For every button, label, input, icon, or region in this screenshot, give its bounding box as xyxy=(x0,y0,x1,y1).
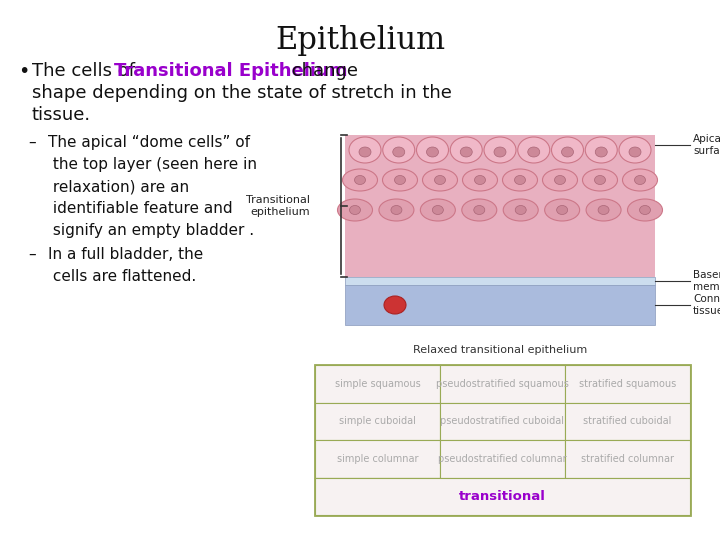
Ellipse shape xyxy=(544,199,580,221)
Ellipse shape xyxy=(474,206,485,214)
Ellipse shape xyxy=(562,147,574,157)
Bar xyxy=(565,402,690,440)
Text: simple cuboidal: simple cuboidal xyxy=(339,416,416,426)
Text: signify an empty bladder .: signify an empty bladder . xyxy=(48,223,254,238)
Text: The apical “dome cells” of: The apical “dome cells” of xyxy=(48,135,250,150)
Ellipse shape xyxy=(623,169,657,191)
Ellipse shape xyxy=(338,199,372,221)
Ellipse shape xyxy=(554,176,565,185)
Bar xyxy=(565,365,690,402)
Text: Transitional Epithelium: Transitional Epithelium xyxy=(114,62,348,80)
Text: Apical
surface: Apical surface xyxy=(693,134,720,156)
Ellipse shape xyxy=(557,206,567,214)
Text: In a full bladder, the: In a full bladder, the xyxy=(48,247,203,262)
Text: change: change xyxy=(286,62,358,80)
Ellipse shape xyxy=(462,169,498,191)
Ellipse shape xyxy=(384,296,406,314)
Ellipse shape xyxy=(474,176,485,185)
Ellipse shape xyxy=(595,147,607,157)
Ellipse shape xyxy=(343,169,377,191)
Text: cells are flattened.: cells are flattened. xyxy=(48,269,197,284)
Ellipse shape xyxy=(503,169,538,191)
Bar xyxy=(565,440,690,477)
Ellipse shape xyxy=(494,147,506,157)
Ellipse shape xyxy=(585,137,617,163)
Ellipse shape xyxy=(349,206,361,214)
Ellipse shape xyxy=(628,199,662,221)
Text: relaxation) are an: relaxation) are an xyxy=(48,179,189,194)
Ellipse shape xyxy=(528,147,540,157)
Text: simple squamous: simple squamous xyxy=(335,379,420,389)
Bar xyxy=(440,402,565,440)
Text: shape depending on the state of stretch in the: shape depending on the state of stretch … xyxy=(32,84,452,102)
Ellipse shape xyxy=(629,147,641,157)
Text: pseudostratified cuboidal: pseudostratified cuboidal xyxy=(441,416,564,426)
Ellipse shape xyxy=(586,199,621,221)
Text: stratified squamous: stratified squamous xyxy=(579,379,676,389)
Ellipse shape xyxy=(416,137,449,163)
Bar xyxy=(345,135,655,277)
Ellipse shape xyxy=(450,137,482,163)
Ellipse shape xyxy=(619,137,651,163)
Ellipse shape xyxy=(383,137,415,163)
Ellipse shape xyxy=(354,176,366,185)
Text: pseudostratified columnar: pseudostratified columnar xyxy=(438,454,567,464)
Bar xyxy=(315,365,440,402)
Bar xyxy=(315,365,690,515)
Bar xyxy=(345,277,655,285)
Text: stratified columnar: stratified columnar xyxy=(581,454,674,464)
Text: –: – xyxy=(28,135,35,150)
Text: Transitional
epithelium: Transitional epithelium xyxy=(246,195,310,217)
Ellipse shape xyxy=(503,199,539,221)
Bar xyxy=(315,105,685,340)
Ellipse shape xyxy=(460,147,472,157)
Text: –: – xyxy=(28,247,35,262)
Ellipse shape xyxy=(515,176,526,185)
Text: Basement
membrane: Basement membrane xyxy=(693,270,720,292)
Ellipse shape xyxy=(434,176,446,185)
Ellipse shape xyxy=(634,176,646,185)
Ellipse shape xyxy=(426,147,438,157)
Bar xyxy=(440,365,565,402)
Ellipse shape xyxy=(379,199,414,221)
Ellipse shape xyxy=(582,169,618,191)
Ellipse shape xyxy=(484,137,516,163)
Bar xyxy=(315,477,440,515)
Ellipse shape xyxy=(349,137,381,163)
Ellipse shape xyxy=(462,199,497,221)
Ellipse shape xyxy=(542,169,577,191)
Text: the top layer (seen here in: the top layer (seen here in xyxy=(48,157,257,172)
Text: transitional: transitional xyxy=(459,490,546,503)
Ellipse shape xyxy=(359,147,371,157)
Ellipse shape xyxy=(395,176,405,185)
Text: Epithelium: Epithelium xyxy=(275,25,445,56)
Text: identifiable feature and: identifiable feature and xyxy=(48,201,233,216)
Ellipse shape xyxy=(598,206,609,214)
Ellipse shape xyxy=(516,206,526,214)
Ellipse shape xyxy=(420,199,455,221)
Ellipse shape xyxy=(423,169,457,191)
Ellipse shape xyxy=(391,206,402,214)
Ellipse shape xyxy=(518,137,550,163)
Ellipse shape xyxy=(392,147,405,157)
Text: Connective
tissue: Connective tissue xyxy=(693,294,720,316)
Ellipse shape xyxy=(595,176,606,185)
Bar xyxy=(315,477,690,515)
Text: •: • xyxy=(18,62,30,81)
Bar xyxy=(315,440,440,477)
Ellipse shape xyxy=(552,137,583,163)
Ellipse shape xyxy=(639,206,650,214)
Bar xyxy=(315,402,440,440)
Text: tissue.: tissue. xyxy=(32,106,91,124)
Ellipse shape xyxy=(432,206,444,214)
Text: simple columnar: simple columnar xyxy=(337,454,418,464)
Bar xyxy=(345,285,655,325)
Ellipse shape xyxy=(382,169,418,191)
Text: pseudostratified squamous: pseudostratified squamous xyxy=(436,379,569,389)
Text: stratified cuboidal: stratified cuboidal xyxy=(583,416,672,426)
Text: Relaxed transitional epithelium: Relaxed transitional epithelium xyxy=(413,345,587,355)
Text: The cells of: The cells of xyxy=(32,62,140,80)
Bar xyxy=(440,440,565,477)
